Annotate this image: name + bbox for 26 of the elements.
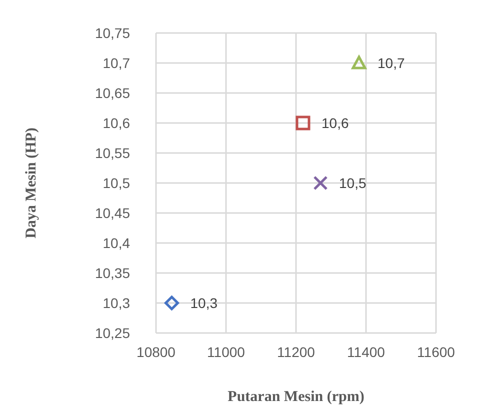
x-tick-label: 11400 — [347, 344, 386, 360]
y-tick-label: 10,7 — [102, 54, 130, 71]
point — [164, 296, 179, 310]
x-tick-label: 11000 — [207, 344, 246, 360]
y-tick-label: 10,75 — [94, 24, 130, 41]
y-tick-label: 10,35 — [94, 264, 130, 281]
point — [313, 176, 328, 190]
y-axis-title: Daya Mesin (HP) — [23, 128, 40, 238]
y-tick-label: 10,4 — [102, 234, 130, 251]
x-tick-label: 11600 — [417, 344, 456, 360]
data-label: 10,6 — [322, 114, 349, 131]
point — [352, 56, 366, 70]
y-tick-label: 10,55 — [94, 144, 130, 161]
y-tick-label: 10,3 — [102, 294, 130, 311]
point — [296, 116, 310, 130]
data-label: 10,3 — [190, 294, 218, 311]
x-axis-title: Putaran Mesin (rpm) — [228, 389, 364, 405]
data-label: 10,5 — [339, 174, 366, 191]
y-tick-label: 10,5 — [102, 174, 130, 191]
y-tick-label: 10,45 — [94, 204, 130, 221]
x-tick-label: 11200 — [277, 344, 316, 360]
data-label: 10,7 — [378, 54, 405, 71]
x-tick-label: 10800 — [136, 344, 176, 360]
y-tick-label: 10,25 — [94, 324, 130, 341]
y-tick-label: 10,65 — [94, 84, 130, 101]
y-tick-label: 10,6 — [102, 114, 130, 131]
